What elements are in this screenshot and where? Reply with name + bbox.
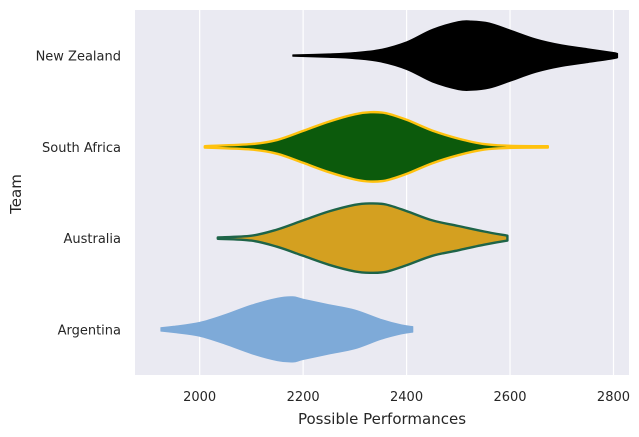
x-tick-label: 2400	[390, 390, 423, 405]
y-tick-label: Argentina	[58, 323, 121, 338]
y-axis-label: Team	[7, 174, 25, 215]
x-tick-label: 2800	[597, 390, 630, 405]
violin-australia	[216, 202, 509, 275]
x-axis-label: Possible Performances	[298, 410, 466, 428]
x-tick-label: 2200	[287, 390, 320, 405]
y-tick-label: Australia	[63, 232, 121, 247]
y-tick-label: South Africa	[42, 141, 121, 156]
violin-argentina	[160, 296, 414, 363]
y-tick-labels: New Zealand South Africa Australia Argentin…	[36, 50, 121, 339]
violins	[160, 20, 619, 363]
x-tick-labels: 2000 2200 2400 2600 2800	[183, 390, 630, 405]
violin-new-zealand	[292, 20, 619, 92]
plot-background	[135, 10, 629, 375]
violin-south-africa	[203, 110, 549, 183]
x-tick-label: 2000	[183, 390, 216, 405]
x-tick-label: 2600	[493, 390, 526, 405]
y-tick-label: New Zealand	[36, 50, 121, 65]
